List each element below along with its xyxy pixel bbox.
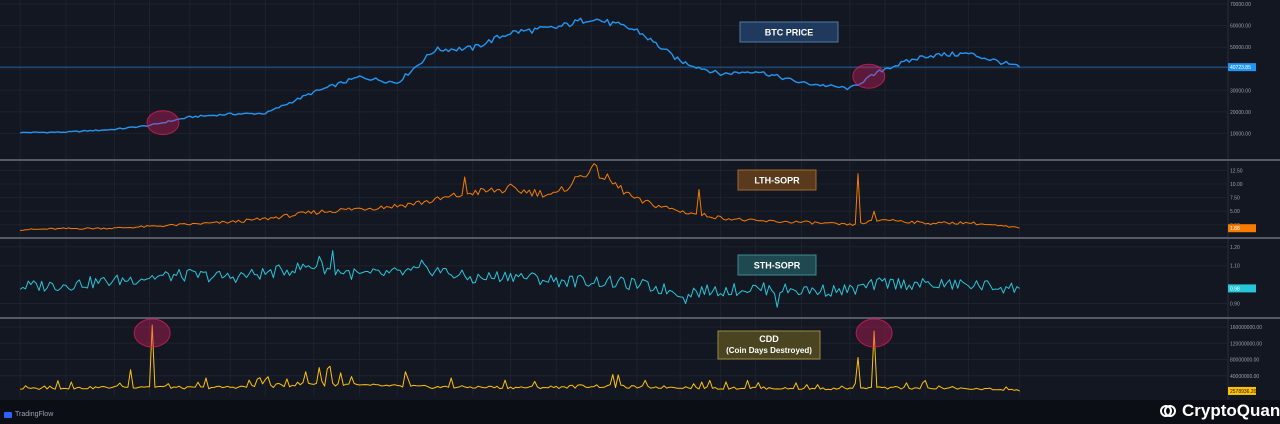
btc-price-tick-label: 60000.00 [1230,24,1251,30]
cdd-highlight-marker [133,318,171,348]
sth-sopr-title: STH-SOPR [754,261,801,271]
cryptoquant-logo-icon [1160,405,1176,417]
btc-price-tick-label: 70000.00 [1230,2,1251,8]
cdd-title: CDD [759,334,779,344]
cdd-title-box [717,330,821,360]
btc-price-tick-label: 10000.00 [1230,131,1251,137]
cdd-tick-label: 40000000.00 [1230,374,1259,380]
sth-sopr-series-line [19,250,1020,308]
lth-sopr-current-value-badge [1228,224,1256,233]
footer-bar [0,400,1280,424]
lth-sopr-title: LTH-SOPR [754,176,800,186]
cdd-current-value-badge [1228,386,1256,395]
cdd-tick-label: 80000000.00 [1230,358,1259,364]
btc-price-tick-label: 20000.00 [1230,110,1251,116]
cdd-series-line [20,324,1020,392]
sth-sopr-current-value-badge [1228,284,1256,293]
sth-sopr-tick-label: 0.90 [1230,302,1240,308]
btc-price-tick-label: 30000.00 [1230,88,1251,94]
cdd-highlight-marker [855,318,893,348]
cryptoquant-logo: CryptoQuant [1160,400,1280,422]
sth-sopr-current-value-label: 0.98 [1230,286,1240,292]
btc-price-title: BTC PRICE [765,28,814,38]
btc-price-current-value-label: 40723.85 [1230,65,1251,71]
lth-sopr-tick-label: 12.50 [1230,168,1243,174]
cryptoquant-label: CryptoQuant [1182,401,1280,420]
sth-sopr-tick-label: 1.10 [1230,264,1240,270]
lth-sopr-series-line [20,163,1020,231]
chart-background [0,0,1280,400]
btc-price-highlight-marker [852,63,886,89]
lth-sopr-tick-label: 5.00 [1230,209,1240,215]
tradingview-logo-icon [4,411,12,418]
lth-sopr-title-box [737,169,817,191]
sth-sopr-tick-label: 1.20 [1230,245,1240,251]
btc-price-series-line [20,17,1021,134]
btc-price-title-box [739,21,839,43]
tradingview-label: TradingFlow [15,411,54,418]
cdd-current-value-label: 2578936.20 [1230,389,1257,395]
cdd-tick-label: 120000000.00 [1230,341,1262,347]
lth-sopr-current-value-label: 1.88 [1230,226,1240,232]
lth-sopr-tick-label: 10.00 [1230,182,1243,188]
btc-price-highlight-marker [146,110,180,136]
btc-price-tick-label: 50000.00 [1230,45,1251,51]
cdd-subtitle: (Coin Days Destroyed) [726,346,812,355]
lth-sopr-tick-label: 7.50 [1230,196,1240,202]
tradingview-logo[interactable]: TradingFlow [4,411,53,418]
sth-sopr-title-box [737,254,817,276]
cdd-tick-label: 160000000.00 [1230,325,1262,331]
btc-price-current-value-badge [1228,63,1256,72]
